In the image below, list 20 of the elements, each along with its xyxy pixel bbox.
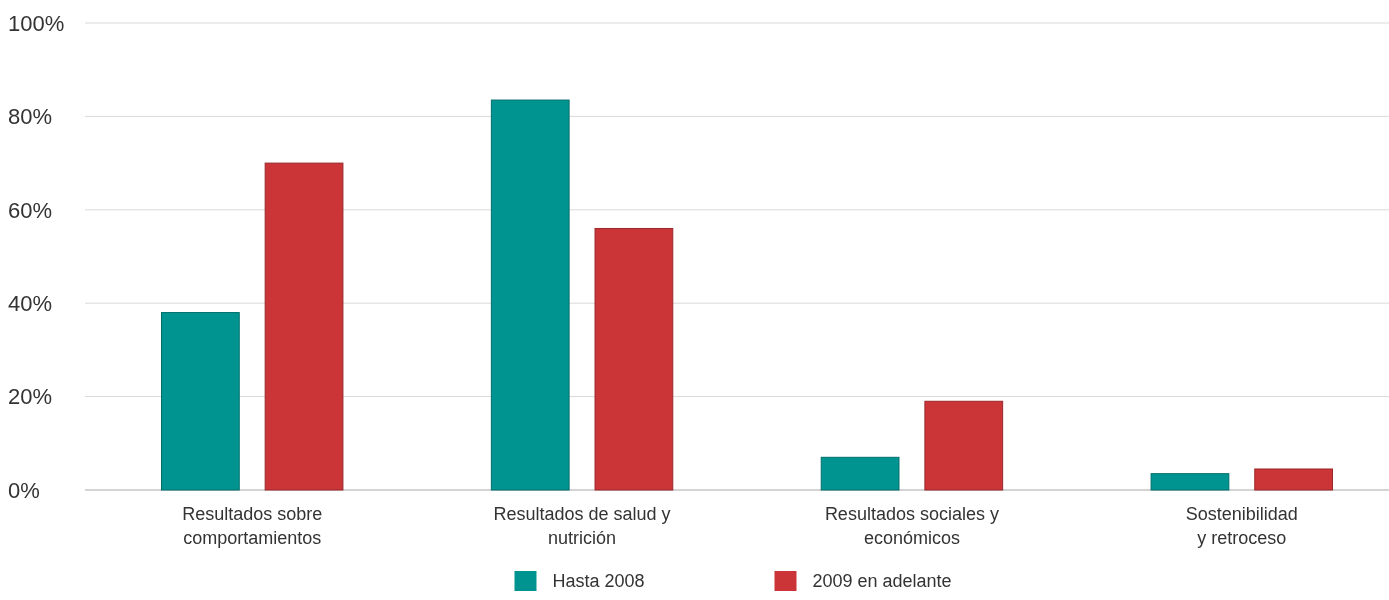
bar xyxy=(160,312,240,491)
y-tick-label: 40% xyxy=(8,290,53,316)
bar xyxy=(820,456,900,491)
x-tick-label: Resultados sociales y económicos xyxy=(824,504,999,548)
x-tick-label: Resultados sobre comportamientos xyxy=(182,504,323,548)
y-tick-label: 0% xyxy=(8,477,40,503)
x-tick-label: Resultados de salud y nutrición xyxy=(493,504,671,548)
bar xyxy=(594,227,674,491)
y-tick-label: 80% xyxy=(8,104,53,130)
y-tick-label: 100% xyxy=(8,10,65,36)
x-tick-label: Sostenibilidad y retroceso xyxy=(1185,504,1298,548)
bar xyxy=(1150,473,1230,491)
bar xyxy=(1254,468,1333,491)
y-tick-label: 20% xyxy=(8,384,53,410)
legend-label: Hasta 2008 xyxy=(552,571,645,592)
legend-label: 2009 en adelante xyxy=(812,571,952,592)
bar xyxy=(924,400,1004,491)
bar xyxy=(490,99,570,491)
y-tick-label: 60% xyxy=(8,197,53,223)
bar xyxy=(264,162,344,491)
